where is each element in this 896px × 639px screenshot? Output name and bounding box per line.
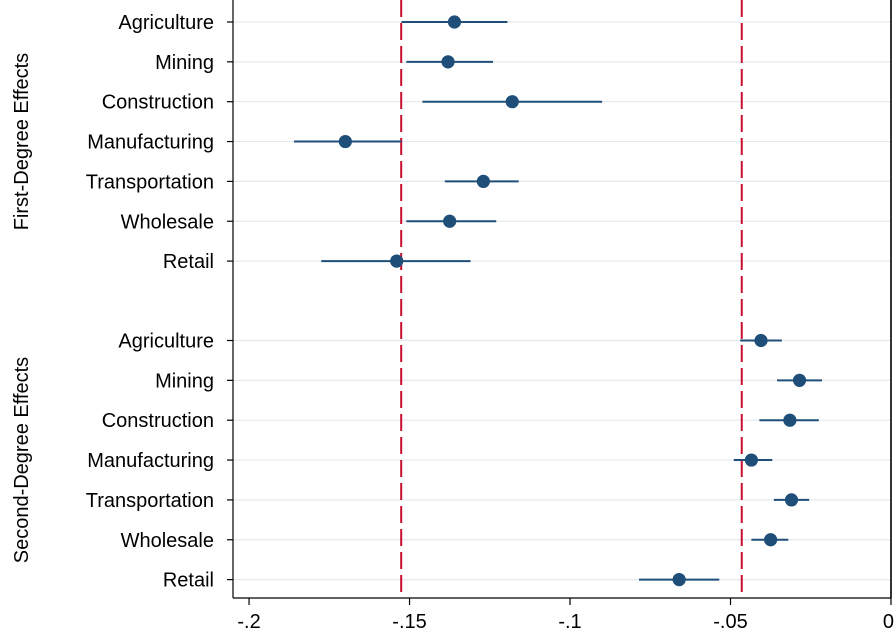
category-label: Retail bbox=[163, 570, 214, 592]
point-estimate bbox=[441, 55, 455, 69]
category-label: Agriculture bbox=[118, 12, 214, 34]
point-estimate bbox=[754, 333, 768, 348]
category-label: Wholesale bbox=[121, 211, 214, 233]
reference-lines bbox=[400, 0, 892, 598]
category-label: Construction bbox=[102, 410, 214, 432]
x-tick-label: -.2 bbox=[237, 611, 260, 633]
axes bbox=[227, 0, 891, 599]
x-tick-label: -.15 bbox=[392, 611, 426, 633]
point-estimate bbox=[443, 214, 457, 228]
point-estimate bbox=[338, 134, 352, 149]
point-estimate bbox=[792, 373, 807, 387]
point-estimate bbox=[672, 573, 686, 587]
category-label: Manufacturing bbox=[87, 450, 214, 472]
point-estimates bbox=[338, 15, 807, 587]
category-label: Mining bbox=[155, 52, 214, 74]
point-estimate bbox=[784, 493, 799, 507]
point-estimate bbox=[390, 254, 404, 268]
category-label: Retail bbox=[163, 251, 214, 273]
category-label: Construction bbox=[102, 92, 214, 114]
group-labels: First-Degree Effects Second-Degree Effect… bbox=[11, 53, 33, 563]
point-estimate bbox=[476, 174, 490, 188]
group-label: First-Degree Effects bbox=[11, 53, 33, 230]
x-tick-label: -.1 bbox=[558, 611, 581, 633]
category-label: Manufacturing bbox=[87, 132, 214, 154]
category-label: Agriculture bbox=[118, 331, 214, 353]
confidence-intervals bbox=[293, 21, 822, 581]
x-axis-ticks: -.2 -.15 -.1 -.05 0 bbox=[237, 598, 894, 633]
category-label: Transportation bbox=[86, 171, 214, 193]
category-labels: Agriculture Mining Construction Manufacturi… bbox=[86, 12, 214, 592]
category-label: Wholesale bbox=[121, 530, 214, 552]
point-estimate bbox=[447, 15, 462, 29]
group-label: Second-Degree Effects bbox=[11, 357, 33, 563]
category-label: Mining bbox=[155, 370, 214, 392]
point-estimate bbox=[764, 533, 778, 547]
point-estimate bbox=[783, 413, 797, 427]
point-estimate bbox=[744, 453, 758, 467]
x-tick-label: -.05 bbox=[713, 611, 747, 633]
point-estimate bbox=[505, 95, 519, 109]
x-tick-label: 0 bbox=[883, 611, 894, 633]
category-label: Transportation bbox=[86, 490, 214, 512]
